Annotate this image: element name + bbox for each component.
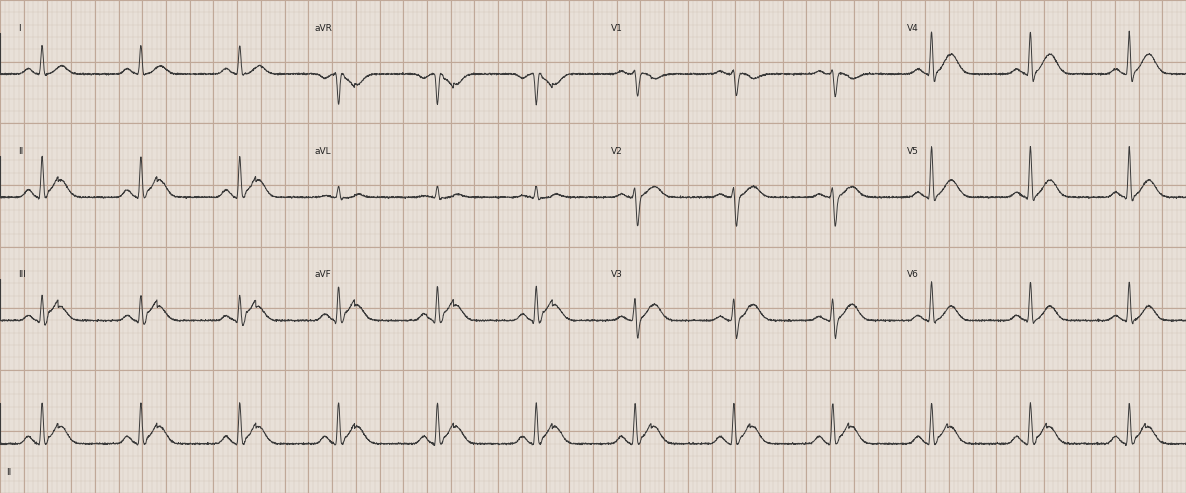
- Text: III: III: [18, 270, 26, 280]
- Text: aVR: aVR: [314, 24, 332, 33]
- Text: aVF: aVF: [314, 270, 331, 280]
- Text: V1: V1: [611, 24, 623, 33]
- Text: V3: V3: [611, 270, 623, 280]
- Text: V5: V5: [907, 147, 919, 156]
- Text: aVL: aVL: [314, 147, 331, 156]
- Text: V2: V2: [611, 147, 623, 156]
- Text: I: I: [18, 24, 20, 33]
- Text: V4: V4: [907, 24, 919, 33]
- Text: II: II: [18, 147, 23, 156]
- Text: II: II: [6, 467, 11, 477]
- Text: V6: V6: [907, 270, 919, 280]
